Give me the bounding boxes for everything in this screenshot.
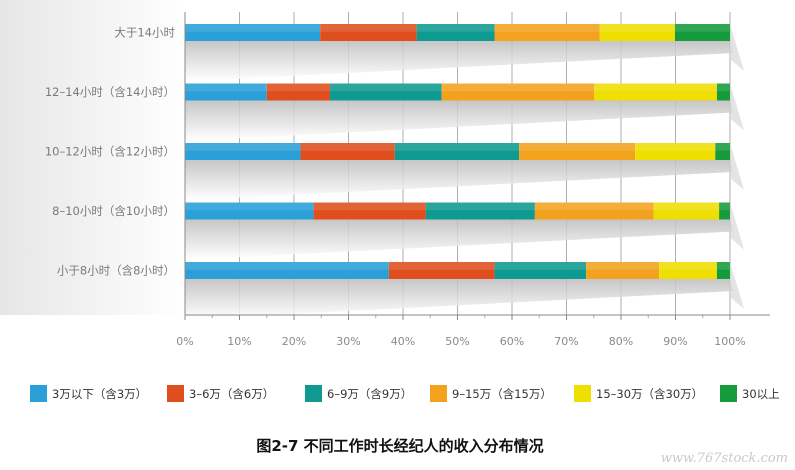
bar-shadow-tail xyxy=(730,24,744,71)
category-label: 12–14小时（含14小时） xyxy=(45,85,175,99)
x-axis: 0% 10% 20% 30% 40% 50% 60% 70% 80% 90% 100% xyxy=(176,12,770,348)
bar-segment xyxy=(494,262,587,279)
legend-swatch xyxy=(305,385,322,402)
bar-shadow xyxy=(185,100,733,141)
chart-title: 图2-7 不同工作时长经纪人的收入分布情况 xyxy=(256,437,543,455)
bar-shadow-tail xyxy=(730,143,744,190)
bar-segment xyxy=(266,83,330,101)
x-tick-label: 0% xyxy=(176,335,193,348)
bar-segment xyxy=(185,24,321,41)
x-tick-label: 40% xyxy=(391,335,415,348)
bar-segment xyxy=(599,24,675,41)
bar-segment xyxy=(716,83,730,101)
bars xyxy=(185,24,730,279)
legend: 3万以下（含3万） 3–6万（含6万） 6–9万（含9万） 9–15万（含15万） 15… xyxy=(30,385,780,402)
bar-segment xyxy=(300,143,395,160)
legend-swatch xyxy=(30,385,47,402)
bar-shadow xyxy=(185,41,733,81)
bar-segment xyxy=(534,202,654,220)
bar-segment xyxy=(441,83,595,101)
bar-segment xyxy=(185,83,267,101)
legend-label: 6–9万（含9万） xyxy=(327,387,412,401)
bar-segment xyxy=(388,262,495,279)
bar-segment xyxy=(519,143,636,160)
legend-swatch xyxy=(167,385,184,402)
bar-segment xyxy=(715,143,730,160)
legend-label: 30以上 xyxy=(742,387,780,401)
legend-label: 9–15万（含15万） xyxy=(452,387,552,401)
bar-segment xyxy=(653,202,720,220)
category-label: 小于8小时（含8小时） xyxy=(57,264,175,278)
bar-gloss xyxy=(185,83,730,92)
bar-shadow-tail xyxy=(730,202,744,250)
legend-label: 15–30万（含30万） xyxy=(596,387,703,401)
x-tick-label: 70% xyxy=(554,335,578,348)
legend-swatch xyxy=(574,385,591,402)
bar-shadow xyxy=(185,279,733,319)
bar-segment xyxy=(635,143,716,160)
watermark: www.767stock.com xyxy=(661,451,788,466)
x-tick-label: 50% xyxy=(445,335,469,348)
bar-segment xyxy=(659,262,717,279)
bar-segment xyxy=(594,83,717,101)
left-shade xyxy=(0,0,185,315)
bar-segment xyxy=(313,202,426,220)
bar-shadow xyxy=(185,160,733,200)
bar-segment xyxy=(329,83,442,101)
bar-segment xyxy=(185,143,301,160)
bar-segment xyxy=(425,202,535,220)
bar-gloss xyxy=(185,262,730,270)
bar-segment xyxy=(674,24,730,41)
bar-segment xyxy=(185,202,314,220)
bar-gloss xyxy=(185,24,730,32)
legend-label: 3万以下（含3万） xyxy=(52,387,147,401)
category-label: 8–10小时（含10小时） xyxy=(52,204,175,218)
bar-shadows xyxy=(185,24,744,319)
x-tick-label: 90% xyxy=(663,335,687,348)
bar-segment xyxy=(586,262,660,279)
x-tick-label: 100% xyxy=(714,335,745,348)
x-tick-label: 60% xyxy=(500,335,524,348)
bar-segment xyxy=(320,24,417,41)
bar-gloss xyxy=(185,143,730,151)
x-tick-label: 30% xyxy=(336,335,360,348)
category-label: 10–12小时（含12小时） xyxy=(45,145,175,159)
x-tick-label: 20% xyxy=(282,335,306,348)
bar-segment xyxy=(716,262,730,279)
legend-label: 3–6万（含6万） xyxy=(189,387,274,401)
category-labels: 大于14小时 12–14小时（含14小时） 10–12小时（含12小时） 8–10小时… xyxy=(45,26,176,278)
legend-swatch xyxy=(430,385,447,402)
bar-shadow-tail xyxy=(730,83,744,131)
bar-gloss xyxy=(185,202,730,211)
x-tick-label: 10% xyxy=(227,335,251,348)
bar-segment xyxy=(719,202,730,220)
bar-segment xyxy=(394,143,520,160)
x-tick-label: 80% xyxy=(609,335,633,348)
bar-segment xyxy=(494,24,600,41)
bar-shadow-tail xyxy=(730,262,744,309)
bar-segment xyxy=(416,24,495,41)
legend-swatch xyxy=(720,385,737,402)
category-label: 大于14小时 xyxy=(114,26,175,40)
bar-shadow xyxy=(185,219,733,260)
bar-segment xyxy=(185,262,389,279)
